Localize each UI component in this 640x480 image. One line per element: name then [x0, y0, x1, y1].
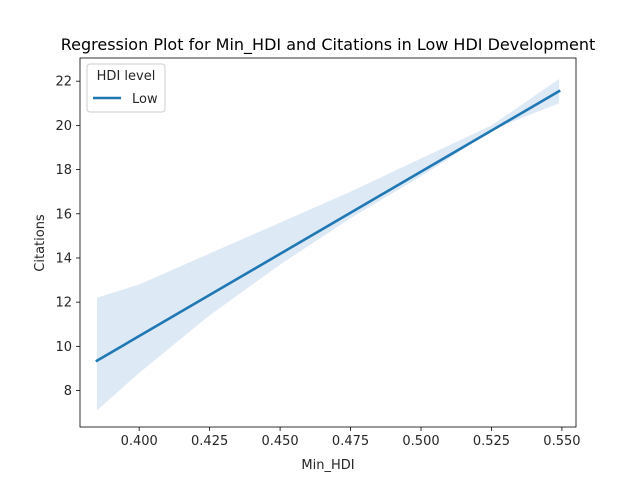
y-tick-label: 22 — [55, 75, 72, 90]
axes-spines — [79, 57, 577, 428]
chart-title: Regression Plot for Min_HDI and Citation… — [61, 35, 596, 55]
x-tick-label: 0.500 — [402, 434, 439, 449]
y-axis-label: Citations — [33, 214, 48, 272]
x-tick-label: 0.525 — [473, 434, 510, 449]
x-axis-ticks: 0.400 0.425 0.450 0.475 0.500 0.525 0.550 — [121, 427, 581, 449]
y-tick-label: 20 — [55, 119, 72, 134]
x-tick-label: 0.450 — [261, 434, 298, 449]
x-tick-label: 0.550 — [543, 434, 580, 449]
y-tick-label: 10 — [55, 340, 72, 355]
y-tick-label: 12 — [55, 296, 72, 311]
legend: HDI level Low — [86, 63, 166, 113]
plot-area — [95, 79, 561, 411]
y-tick-label: 14 — [55, 251, 72, 266]
legend-title: HDI level — [97, 69, 156, 84]
y-tick-label: 16 — [55, 207, 72, 222]
y-axis-ticks: 8 10 12 14 16 18 20 22 — [55, 75, 80, 399]
x-tick-label: 0.425 — [191, 434, 228, 449]
x-tick-label: 0.475 — [332, 434, 369, 449]
legend-box — [86, 63, 166, 113]
y-tick-label: 8 — [64, 384, 72, 399]
axes-frame — [79, 57, 577, 428]
legend-entry-low: Low — [132, 92, 158, 107]
x-axis-label: Min_HDI — [301, 458, 354, 473]
regression-line-low — [95, 89, 561, 363]
confidence-band — [96, 79, 560, 411]
x-tick-label: 0.400 — [121, 434, 158, 449]
y-tick-label: 18 — [55, 163, 72, 178]
